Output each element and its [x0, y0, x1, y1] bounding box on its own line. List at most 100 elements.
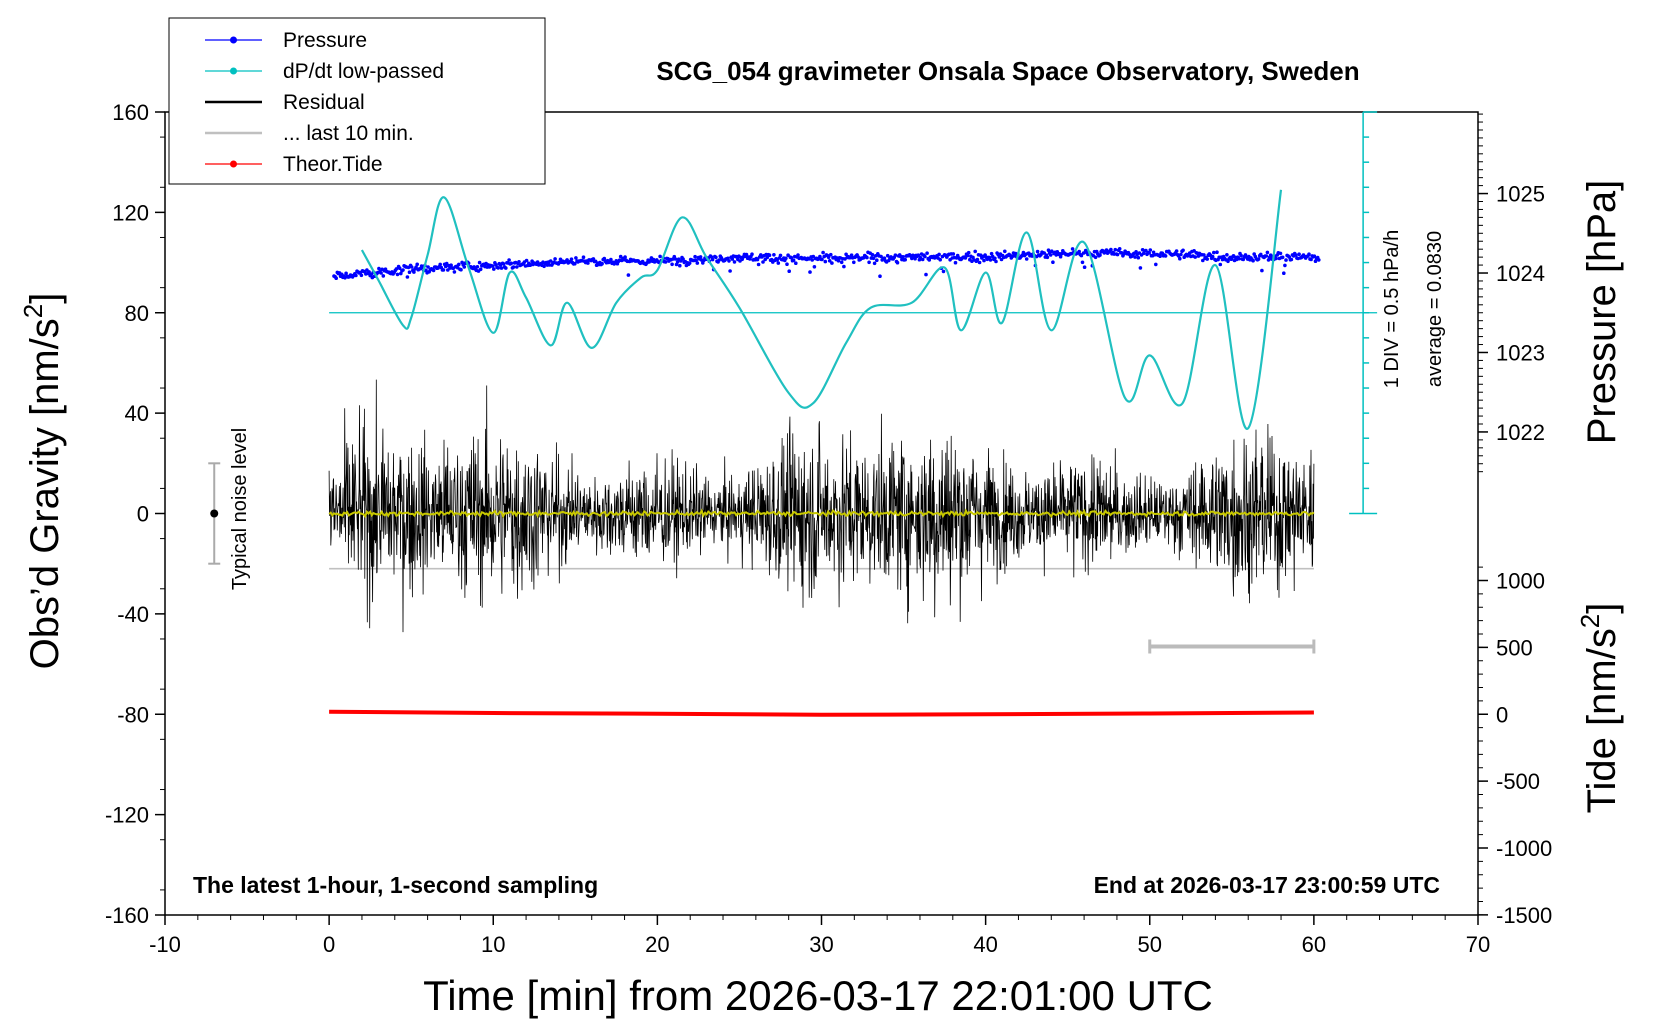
tide-tick-label: -1000	[1496, 836, 1552, 861]
pressure-dot	[818, 254, 822, 259]
y-axis-label-left-end: ]	[23, 293, 67, 304]
pressure-dot	[963, 256, 968, 260]
x-tick-label: 70	[1466, 932, 1490, 957]
pressure-dot	[517, 260, 521, 264]
pressure-dot	[1024, 257, 1029, 261]
pressure-dot	[875, 258, 879, 263]
dpdt-average-label: average = 0.0830	[1424, 231, 1446, 387]
pressure-dot	[1045, 255, 1050, 260]
pressure-dot	[1307, 252, 1311, 256]
pressure-dot	[794, 261, 798, 266]
pressure-dot	[826, 255, 831, 259]
y-tick-label: -40	[117, 602, 149, 627]
pressure-dot	[1317, 258, 1321, 262]
pressure-dot	[791, 258, 796, 263]
pressure-dot	[1154, 262, 1158, 267]
pressure-dot	[415, 262, 420, 267]
pressure-dot	[913, 256, 917, 261]
pressure-dot	[1294, 253, 1298, 257]
pressure-dot	[895, 260, 900, 265]
pressure-dot	[1280, 255, 1285, 260]
pressure-dot	[924, 272, 928, 277]
series-residual-line	[328, 379, 1315, 633]
pressure-dot	[839, 260, 844, 265]
pressure-dot	[1312, 254, 1317, 258]
pressure-dot	[602, 256, 607, 261]
pressure-dot	[893, 253, 898, 257]
pressure-dot	[496, 266, 501, 270]
pressure-dot	[1202, 253, 1206, 257]
pressure-dot	[756, 262, 761, 267]
pressure-dot	[1181, 248, 1185, 253]
pressure-dot	[871, 256, 876, 261]
pressure-dot	[1109, 247, 1113, 252]
pressure-dot	[941, 269, 946, 274]
pressure-dot	[409, 265, 414, 269]
annotation-right: End at 2026-03-17 23:00:59 UTC	[1094, 872, 1440, 898]
tide-tick-label: -500	[1496, 769, 1540, 794]
pressure-dot	[1287, 255, 1292, 259]
pressure-dot	[678, 263, 682, 268]
pressure-dot	[1051, 260, 1055, 265]
tide-tick-label: 1000	[1496, 569, 1545, 594]
pressure-dot	[1283, 263, 1287, 268]
pressure-dot	[431, 268, 436, 273]
pressure-dot	[1079, 253, 1084, 258]
pressure-dot	[823, 259, 828, 264]
pressure-dot	[784, 256, 788, 261]
pressure-dot	[920, 257, 925, 262]
legend-label: Pressure	[283, 29, 367, 52]
pressure-dot	[693, 254, 697, 259]
pressure-dot	[511, 265, 516, 269]
pressure-dot	[1179, 252, 1183, 257]
x-tick-label: 50	[1138, 932, 1162, 957]
pressure-tick-label: 1024	[1496, 261, 1545, 286]
pressure-dot	[901, 254, 905, 259]
pressure-dot	[852, 260, 856, 265]
pressure-dot	[938, 257, 942, 262]
pressure-dot	[1210, 254, 1215, 259]
x-tick-label: 40	[973, 932, 997, 957]
pressure-dot	[778, 253, 783, 258]
pressure-dot	[997, 255, 1002, 259]
pressure-dot	[379, 271, 383, 275]
pressure-dot	[1113, 247, 1118, 252]
pressure-dot	[882, 256, 887, 261]
pressure-dot	[1260, 268, 1264, 273]
pressure-dot	[509, 261, 514, 266]
pressure-dot	[1148, 248, 1153, 252]
pressure-dot	[1042, 251, 1046, 255]
pressure-dot	[1174, 249, 1179, 253]
pressure-dot	[1193, 255, 1197, 259]
pressure-dot	[459, 267, 463, 272]
x-tick-label: 0	[323, 932, 335, 957]
pressure-dot	[927, 258, 932, 262]
pressure-dot	[820, 257, 824, 262]
pressure-dot	[1117, 247, 1122, 251]
pressure-dot	[626, 273, 631, 277]
pressure-dot	[989, 251, 994, 256]
y-tick-label: 160	[112, 100, 149, 125]
pressure-dot	[923, 254, 927, 259]
pressure-dot	[438, 262, 443, 267]
pressure-dot	[953, 260, 958, 265]
pressure-dot	[787, 269, 791, 274]
pressure-dot	[910, 256, 914, 261]
pressure-dot	[1082, 265, 1087, 270]
pressure-dot	[478, 267, 483, 272]
pressure-dot	[490, 264, 495, 268]
pressure-dot	[1259, 252, 1263, 257]
pressure-dot	[449, 263, 453, 268]
y-axis-label-left-main: Obs’d Gravity [nm/s	[23, 318, 67, 669]
pressure-dot	[796, 253, 800, 257]
pressure-dot	[586, 261, 590, 265]
pressure-dot	[670, 262, 674, 267]
pressure-dot	[1070, 247, 1075, 251]
pressure-dot	[477, 260, 482, 265]
pressure-dot	[1048, 253, 1053, 257]
y-tick-label: 0	[137, 502, 149, 527]
pressure-dot	[772, 253, 776, 257]
y-axis-label-pressure: Pressure [hPa]	[1580, 180, 1624, 445]
pressure-dot	[344, 271, 348, 276]
pressure-dot	[1278, 251, 1283, 256]
